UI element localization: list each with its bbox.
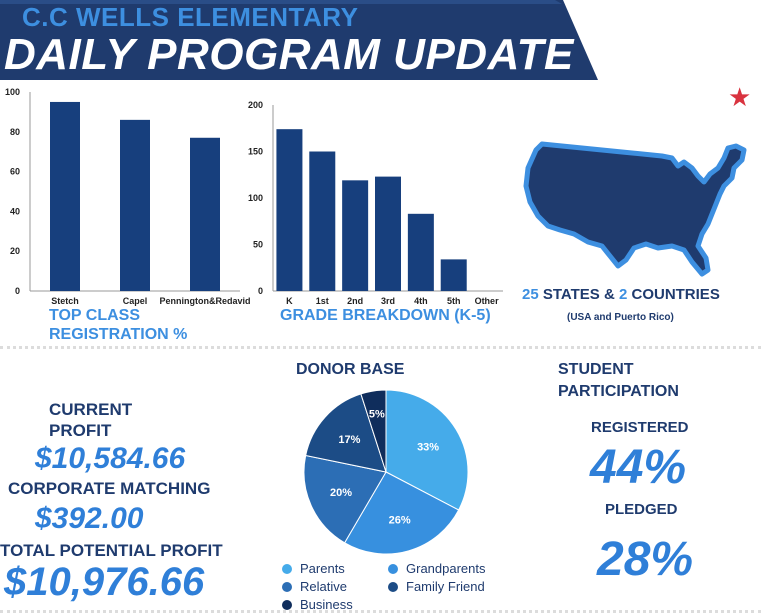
donor-base-title: DONOR BASE bbox=[296, 361, 405, 378]
donor-base-legend: Parents Grandparents Relative Family Friend… bbox=[282, 561, 522, 615]
states-countries-summary: 25 STATES & 2 COUNTRIES bbox=[522, 286, 720, 303]
grade-breakdown-chart: 0 50 100 150 200 K 1st 2nd 3rd 4th 5th Other bbox=[248, 100, 503, 306]
top-class-chart-title: TOP CLASS REGISTRATION % bbox=[49, 307, 188, 343]
grade-bar bbox=[276, 129, 303, 291]
top-class-y-tick-label: 80 bbox=[10, 127, 20, 137]
top-class-x-tick-label: Pennington&Redavid bbox=[159, 296, 250, 306]
pledged-value: 28% bbox=[597, 533, 694, 586]
top-class-y-tick-label: 20 bbox=[10, 246, 20, 256]
corporate-matching-value: $392.00 bbox=[35, 502, 144, 535]
participation-title-line1: STUDENT bbox=[558, 361, 634, 378]
legend-label: Family Friend bbox=[406, 579, 485, 594]
grade-x-tick-label: Other bbox=[475, 296, 500, 306]
current-profit-label-line2: PROFIT bbox=[49, 421, 112, 440]
top-class-bar bbox=[190, 137, 220, 291]
current-profit-value: $10,584.66 bbox=[35, 442, 186, 475]
grade-x-tick-label: 5th bbox=[447, 296, 461, 306]
legend-swatch bbox=[282, 600, 292, 610]
grade-breakdown-chart-title: GRADE BREAKDOWN (K-5) bbox=[280, 307, 491, 324]
pie-slice-grandparents bbox=[343, 471, 460, 555]
legend-label: Business bbox=[300, 597, 353, 612]
school-name: C.C WELLS ELEMENTARY bbox=[22, 2, 359, 32]
legend-label: Relative bbox=[300, 579, 347, 594]
pie-data-label: 17% bbox=[338, 434, 360, 446]
header-banner bbox=[0, 0, 598, 80]
pie-slice-family-friend bbox=[305, 393, 387, 473]
registered-value: 44% bbox=[590, 441, 687, 494]
pie-data-label: 33% bbox=[417, 442, 439, 454]
pie-data-label: 26% bbox=[389, 514, 411, 526]
states-count: 25 bbox=[522, 286, 539, 303]
total-profit-label: TOTAL POTENTIAL PROFIT bbox=[0, 541, 223, 560]
states-note: (USA and Puerto Rico) bbox=[567, 312, 674, 323]
legend-label: Parents bbox=[300, 561, 345, 576]
pie-slice-parents bbox=[385, 389, 469, 511]
participation-title-line2: PARTICIPATION bbox=[558, 383, 679, 400]
usa-map-icon bbox=[523, 141, 747, 277]
pie-data-label: 20% bbox=[330, 487, 352, 499]
legend-swatch bbox=[282, 564, 292, 574]
grade-x-tick-label: 1st bbox=[316, 296, 329, 306]
legend-item-family-friend: Family Friend bbox=[388, 579, 485, 594]
grade-bar bbox=[342, 180, 369, 291]
corporate-matching-label: CORPORATE MATCHING bbox=[8, 479, 211, 498]
top-class-y-tick-label: 40 bbox=[10, 206, 20, 216]
grade-y-tick-label: 50 bbox=[253, 240, 263, 250]
donor-base-pie-chart: 33% 26% 20% 17% 5% bbox=[303, 389, 469, 555]
legend-item-grandparents: Grandparents bbox=[388, 561, 486, 576]
top-class-y-tick-label: 0 bbox=[15, 286, 20, 296]
top-class-x-tick-label: Capel bbox=[123, 296, 148, 306]
grade-x-tick-label: 3rd bbox=[381, 296, 395, 306]
section-divider bbox=[0, 346, 761, 349]
grade-y-tick-label: 100 bbox=[248, 193, 263, 203]
bottom-divider bbox=[0, 610, 761, 613]
legend-item-relative: Relative bbox=[282, 579, 347, 594]
grade-y-tick-label: 200 bbox=[248, 100, 263, 110]
grade-bar bbox=[309, 151, 336, 291]
top-class-registration-chart: 0 20 40 60 80 100 Stetch Capel Pennington&Redavi… bbox=[5, 87, 251, 306]
legend-item-business: Business bbox=[282, 597, 353, 612]
top-class-bar bbox=[50, 101, 80, 291]
legend-swatch bbox=[388, 564, 398, 574]
countries-count: 2 bbox=[618, 286, 628, 303]
pie-slice-relative bbox=[303, 454, 387, 544]
grade-bar bbox=[407, 213, 434, 291]
pie-data-label: 5% bbox=[369, 409, 385, 421]
pledged-label: PLEDGED bbox=[605, 501, 678, 518]
pie-slice-business bbox=[360, 389, 387, 473]
current-profit-label-line1: CURRENT bbox=[49, 400, 133, 419]
star-icon: ★ bbox=[728, 82, 752, 112]
grade-x-tick-label: K bbox=[286, 296, 293, 306]
top-class-x-tick-label: Stetch bbox=[51, 296, 79, 306]
legend-item-parents: Parents bbox=[282, 561, 345, 576]
top-class-bar bbox=[120, 119, 150, 291]
grade-bar bbox=[440, 259, 467, 291]
top-class-y-tick-label: 60 bbox=[10, 167, 20, 177]
states-text: STATES & bbox=[538, 286, 619, 303]
top-class-y-tick-label: 100 bbox=[5, 87, 20, 97]
grade-y-tick-label: 150 bbox=[248, 147, 263, 157]
legend-label: Grandparents bbox=[406, 561, 486, 576]
grade-bar bbox=[375, 176, 401, 291]
total-profit-value: $10,976.66 bbox=[4, 560, 205, 604]
legend-swatch bbox=[388, 582, 398, 592]
grade-x-tick-label: 4th bbox=[414, 296, 428, 306]
legend-swatch bbox=[282, 582, 292, 592]
registered-label: REGISTERED bbox=[591, 419, 689, 436]
page-title: DAILY PROGRAM UPDATE bbox=[4, 30, 574, 79]
grade-x-tick-label: 2nd bbox=[347, 296, 363, 306]
countries-text: COUNTRIES bbox=[627, 286, 720, 303]
grade-y-tick-label: 0 bbox=[258, 286, 263, 296]
